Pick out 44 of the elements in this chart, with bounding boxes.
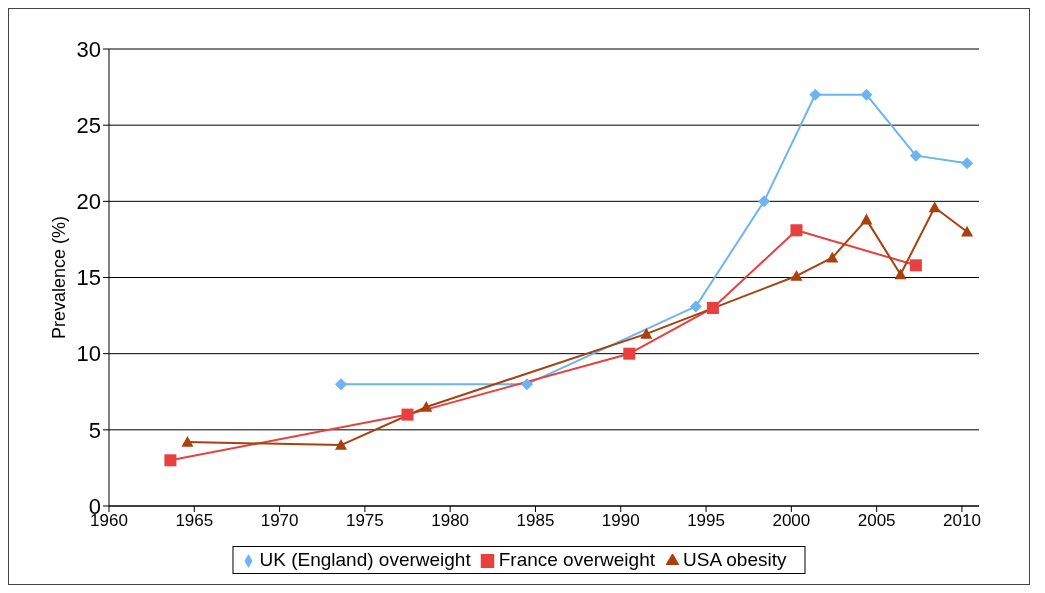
y-tick-label: 5 (88, 417, 101, 443)
point (420, 400, 433, 412)
x-tick-label: 1970 (260, 511, 299, 531)
point (809, 88, 822, 101)
point (640, 327, 653, 339)
x-tick-label: 1980 (431, 511, 470, 531)
x-tick-label: 1995 (687, 511, 725, 531)
legend-label: France overweight (498, 549, 656, 570)
point (335, 439, 347, 450)
point (164, 454, 177, 467)
y-tick-label: 10 (76, 341, 101, 367)
x-tick-label: 1975 (345, 511, 384, 531)
point (623, 347, 636, 360)
y-tick-label: 15 (76, 265, 101, 291)
point (961, 225, 974, 237)
x-tick-label: 2010 (943, 511, 981, 531)
point (335, 378, 347, 391)
legend-label: UK (England) overweight (259, 549, 471, 570)
point (826, 251, 839, 263)
point (961, 157, 974, 170)
x-tick-label: 1990 (601, 511, 640, 531)
point (758, 195, 771, 208)
point (790, 269, 803, 281)
point (401, 408, 414, 421)
x-tick-label: 1985 (516, 511, 555, 531)
legend-label: USA obesity (683, 549, 787, 570)
y-tick-label: 20 (76, 189, 101, 215)
point (894, 268, 907, 280)
point (520, 378, 533, 391)
x-tick-label: 2005 (857, 511, 896, 531)
x-tick-label: 1965 (175, 511, 214, 531)
point (790, 224, 803, 237)
point (860, 213, 873, 225)
y-tick-label: 30 (76, 36, 101, 62)
y-tick-label: 25 (76, 112, 101, 138)
point (909, 259, 922, 272)
point (689, 300, 702, 313)
y-axis-title: Prevalence (%) (49, 215, 70, 340)
point (706, 301, 719, 314)
point (181, 436, 194, 447)
point (909, 149, 922, 162)
point (928, 201, 941, 213)
x-tick-label: 2000 (772, 511, 811, 531)
point (860, 88, 873, 101)
